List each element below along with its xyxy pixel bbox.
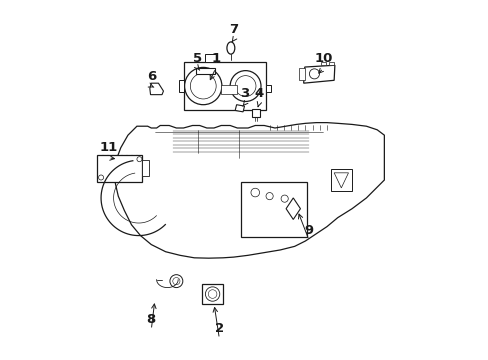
Circle shape (137, 157, 142, 162)
Circle shape (190, 73, 216, 99)
Bar (97, 155, 142, 182)
Text: 3: 3 (240, 87, 248, 100)
Circle shape (208, 290, 217, 298)
Circle shape (172, 278, 180, 285)
Polygon shape (178, 80, 183, 92)
Polygon shape (183, 62, 265, 110)
Text: 9: 9 (304, 224, 313, 237)
Text: 1: 1 (211, 51, 220, 64)
Polygon shape (196, 68, 215, 74)
Bar (142, 160, 148, 176)
Polygon shape (265, 85, 270, 92)
Circle shape (281, 195, 287, 202)
Text: 5: 5 (193, 51, 202, 64)
Text: 6: 6 (146, 69, 156, 82)
Circle shape (169, 275, 183, 288)
Circle shape (235, 76, 255, 96)
Circle shape (205, 287, 219, 301)
Polygon shape (251, 109, 260, 117)
Text: 4: 4 (254, 87, 263, 100)
Bar (202, 284, 223, 304)
Polygon shape (320, 62, 325, 65)
Polygon shape (328, 62, 333, 65)
Polygon shape (298, 68, 304, 80)
Bar (241, 182, 306, 237)
Circle shape (99, 175, 103, 180)
Circle shape (184, 67, 222, 105)
Text: 8: 8 (146, 313, 156, 327)
Polygon shape (285, 198, 300, 220)
Ellipse shape (226, 42, 234, 54)
Polygon shape (115, 123, 384, 258)
Polygon shape (303, 65, 334, 83)
Bar (221, 85, 237, 94)
Polygon shape (149, 83, 163, 95)
Polygon shape (333, 173, 348, 188)
Polygon shape (204, 54, 215, 62)
Polygon shape (235, 105, 244, 112)
Polygon shape (330, 169, 351, 191)
Text: 2: 2 (214, 322, 224, 335)
Circle shape (309, 69, 319, 79)
Text: 7: 7 (229, 23, 238, 36)
Circle shape (250, 188, 259, 197)
Circle shape (230, 71, 261, 102)
Circle shape (265, 193, 273, 200)
Text: 10: 10 (314, 51, 332, 64)
Text: 11: 11 (99, 141, 117, 154)
